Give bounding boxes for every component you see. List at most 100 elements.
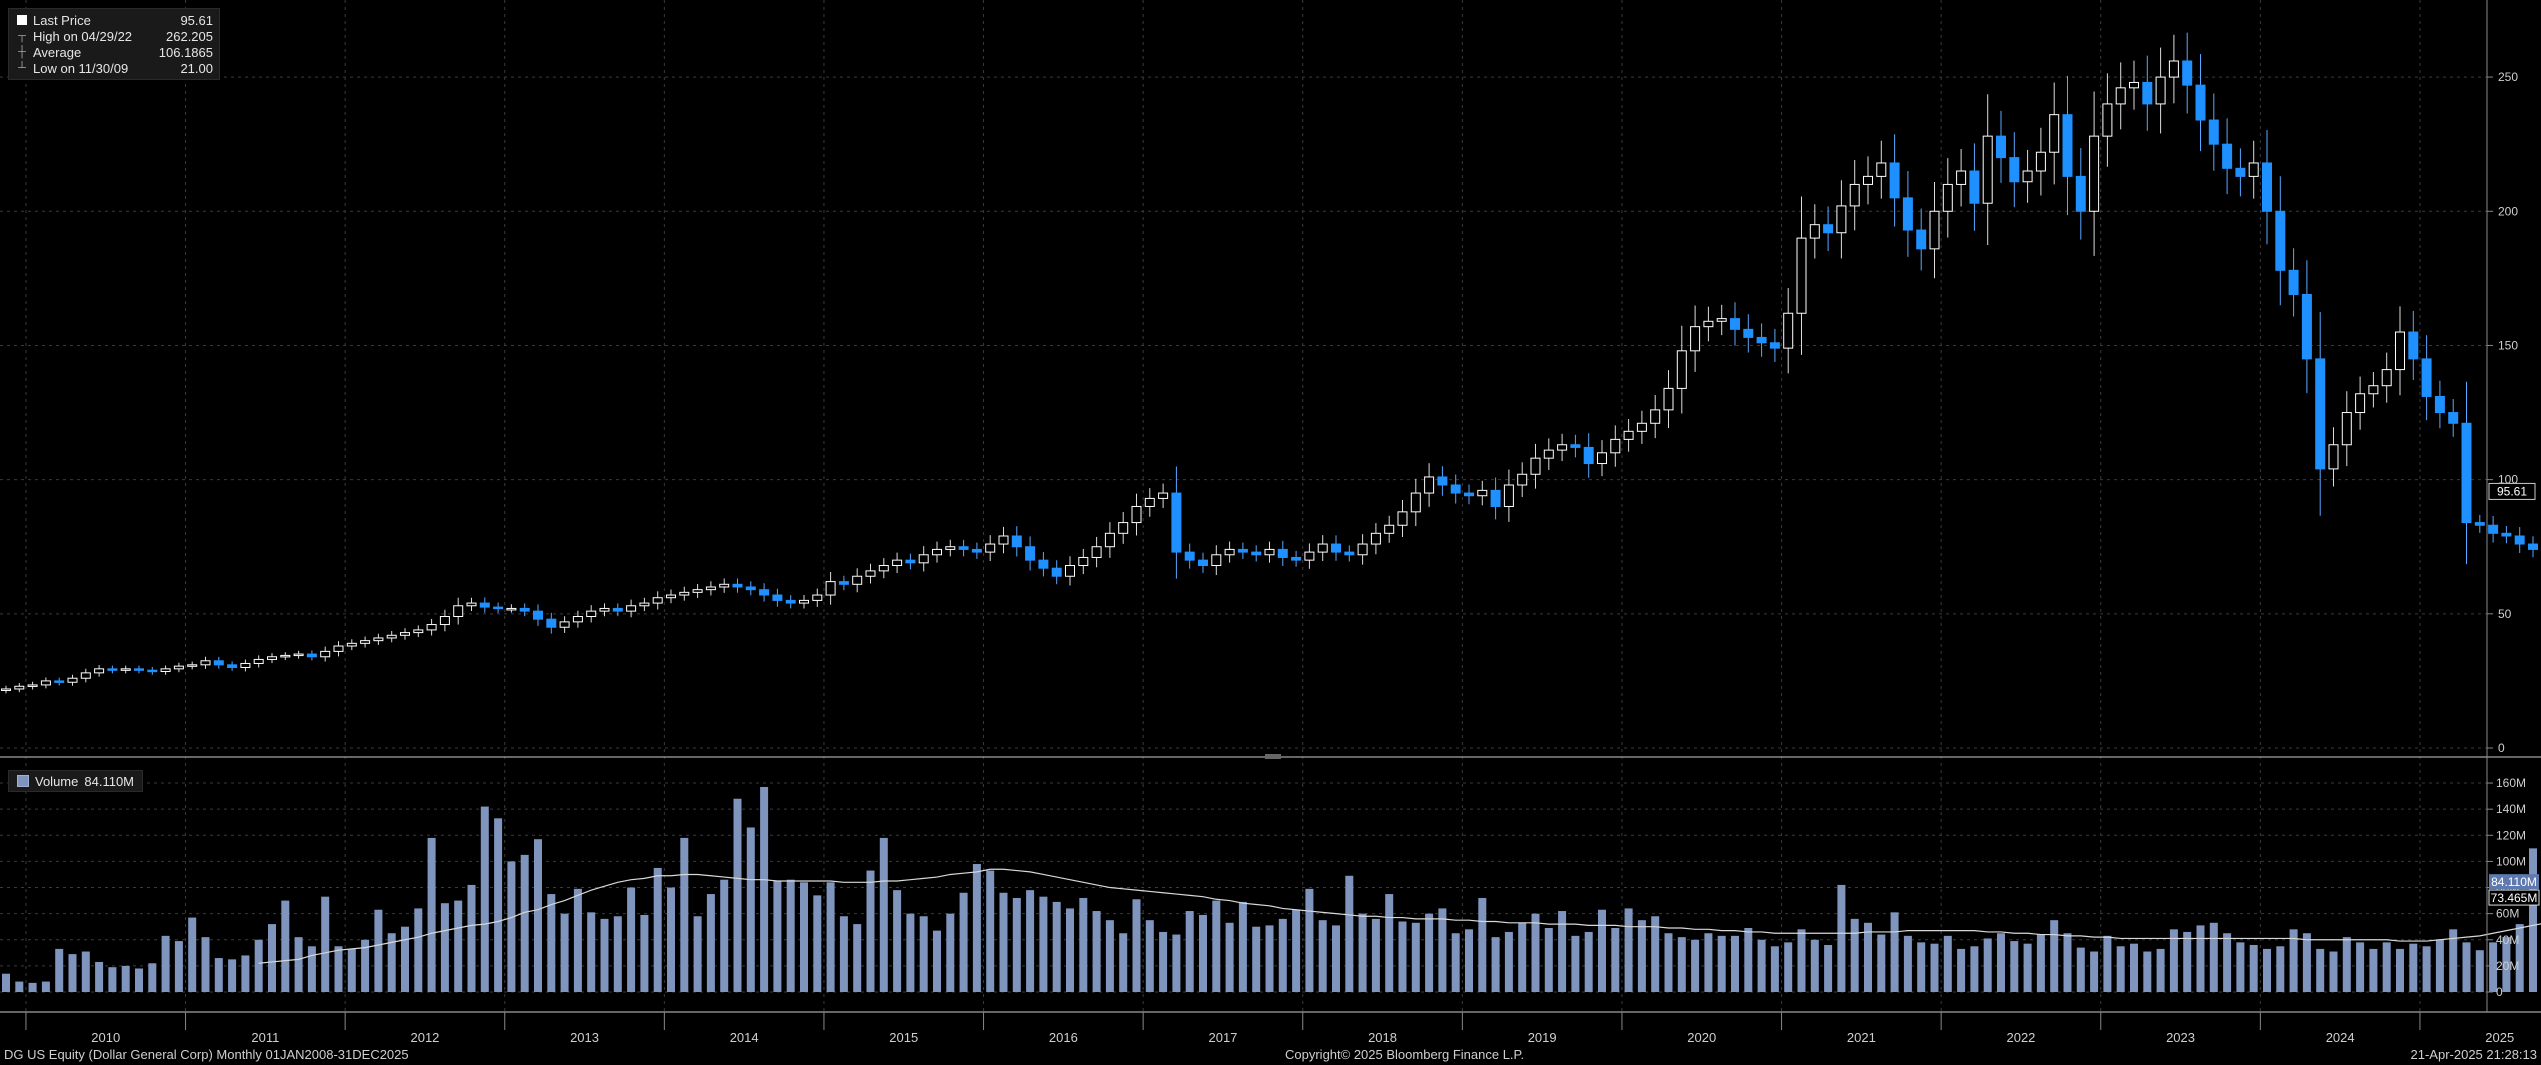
candle-down (54, 680, 65, 683)
volume-bar (161, 935, 170, 992)
volume-bar (1305, 888, 1314, 992)
candle-up (27, 684, 38, 687)
candle-down (612, 607, 623, 612)
volume-bar (2209, 922, 2218, 992)
candle-up (120, 668, 131, 671)
candle-up (1357, 543, 1368, 556)
candle-down (2434, 395, 2445, 414)
candle-down (1769, 342, 1780, 349)
candle-up (1397, 511, 1408, 526)
candle-up (1942, 183, 1953, 212)
volume-bar (1119, 933, 1128, 992)
candle-down (1171, 492, 1182, 553)
year-label: 2010 (91, 1030, 120, 1045)
candle-up (67, 677, 78, 683)
candle-up (1982, 135, 1993, 204)
last-price-label: Last Price (33, 12, 91, 28)
volume-bar (55, 948, 64, 992)
volume-bar (2369, 948, 2378, 992)
volume-bar (972, 864, 981, 992)
candle-up (1690, 326, 1701, 352)
candle-up (267, 656, 277, 660)
volume-bar (1983, 938, 1992, 992)
volume-bar (560, 913, 569, 992)
volume-bar (387, 933, 396, 992)
candle-down (2514, 535, 2525, 545)
candle-up (2168, 60, 2179, 78)
candle-down (493, 606, 504, 610)
volume-bar (1731, 935, 1739, 992)
candle-up (14, 685, 25, 690)
price-tick-label: 200 (2498, 204, 2518, 218)
candle-up (1410, 492, 1421, 513)
volume-bar (1185, 911, 1194, 992)
candle-down (2461, 422, 2472, 524)
volume-bar (879, 837, 888, 992)
candle-down (1583, 446, 1594, 465)
volume-bar (2502, 937, 2511, 992)
candle-up (559, 621, 570, 628)
candle-up (2381, 369, 2392, 387)
low-value: 21.00 (180, 60, 213, 76)
candle-up (599, 607, 610, 612)
candle-up (1597, 452, 1607, 465)
candle-down (227, 664, 238, 668)
volume-bar (693, 916, 702, 992)
volume-bar (2090, 951, 2099, 992)
volume-bar (1438, 908, 1447, 992)
candle-up (1876, 162, 1887, 177)
volume-bar (2329, 951, 2338, 992)
volume-bar (2023, 943, 2032, 992)
candle-up (945, 546, 956, 550)
volume-bar (706, 894, 715, 992)
volume-bar (573, 888, 582, 992)
candle-up (1530, 457, 1541, 475)
volume-bar (214, 958, 223, 992)
candle-down (1743, 328, 1754, 338)
candle-down (2408, 331, 2419, 360)
candle-up (1224, 548, 1235, 556)
candle-up (932, 548, 942, 556)
price-tick-label: 0 (2498, 741, 2505, 755)
candle-up (705, 586, 716, 591)
volume-legend: Volume 84.110M (8, 770, 144, 792)
volume-bar (1531, 913, 1540, 992)
volume-bar (1770, 946, 1779, 992)
candle-up (1131, 505, 1142, 524)
candle-up (320, 650, 331, 658)
volume-bar (2116, 946, 2125, 992)
volume-bar (1238, 901, 1247, 992)
volume-bar (1943, 935, 1952, 992)
candle-down (732, 583, 743, 588)
candle-up (1078, 556, 1089, 567)
volume-tick-label: 120M (2496, 828, 2526, 842)
candle-down (905, 559, 916, 564)
year-label: 2015 (889, 1030, 918, 1045)
volume-bar (361, 939, 370, 992)
volume-bar (2475, 950, 2484, 992)
volume-bar (135, 968, 143, 992)
candle-up (253, 658, 264, 664)
price-tick-label: 50 (2498, 607, 2512, 621)
volume-tick-label: 140M (2496, 802, 2526, 816)
candle-down (1344, 551, 1355, 556)
candle-up (1863, 175, 1873, 185)
volume-bar (1066, 908, 1074, 992)
volume-bar (1797, 929, 1806, 992)
volume-bar (454, 900, 463, 992)
year-label: 2025 (2485, 1030, 2514, 1045)
volume-bar (1903, 935, 1912, 992)
candle-up (878, 565, 889, 572)
volume-bar (2156, 948, 2165, 992)
candle-down (2009, 157, 2020, 183)
candle-up (572, 616, 583, 623)
volume-bar (1877, 934, 1886, 992)
footer-timestamp: 21-Apr-2025 21:28:13 (2410, 1047, 2537, 1062)
volume-bar (933, 930, 941, 992)
candle-down (2222, 143, 2233, 169)
candle-up (918, 554, 929, 564)
volume-bar (667, 887, 675, 992)
candle-down (1038, 559, 1049, 569)
candle-down (2528, 543, 2538, 550)
candle-up (40, 680, 51, 686)
